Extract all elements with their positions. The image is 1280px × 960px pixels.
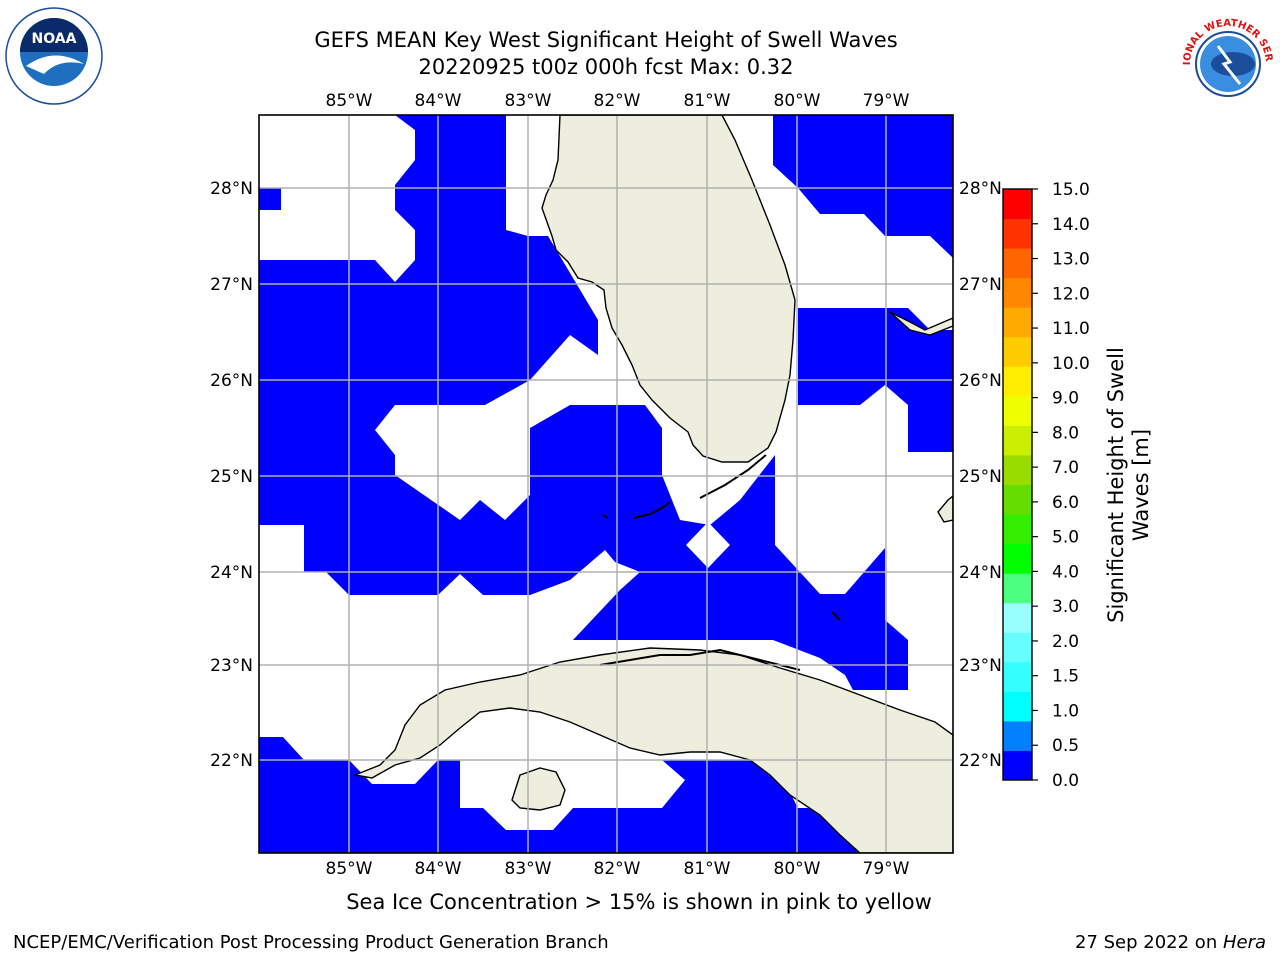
colorbar-tick-label: 0.0 [1052,771,1079,791]
colorbar-tick-label: 13.0 [1052,250,1090,270]
colorbar-tick-label: 2.0 [1052,632,1079,652]
lat-label-left: 24°N [210,563,253,583]
colorbar-tick-label: 0.5 [1052,736,1079,756]
footer-host: Hera [1222,932,1266,953]
keys-islands [599,454,841,671]
lat-label-left: 26°N [210,371,253,391]
noaa-logo-text: NOAA [32,31,77,47]
colorbar-tick-label: 11.0 [1052,319,1090,339]
lat-label-right: 23°N [959,656,1002,676]
colorbar-segment [1003,514,1032,545]
lat-label-right: 26°N [959,371,1002,391]
colorbar-tick-label: 12.0 [1052,284,1090,304]
lon-label-top: 84°W [415,91,462,111]
grand-bahama [889,311,953,336]
colorbar-segment [1003,395,1032,426]
colorbar-frame [1002,188,1033,781]
footer-date-text: 27 Sep 2022 on [1075,932,1223,953]
colorbar-tick-label: 1.5 [1052,667,1079,687]
lat-label-right: 22°N [959,751,1002,771]
colorbar-tick-label: 9.0 [1052,389,1079,409]
colorbar-segment [1003,602,1032,633]
colorbar-segment [1003,425,1032,456]
colorbar-label: Significant Height of Swell Waves [m] [1104,347,1153,623]
colorbar-segment [1003,720,1032,751]
sea-ice-note: Sea Ice Concentration > 15% is shown in … [346,890,932,914]
lon-label-top: 83°W [505,91,552,111]
lat-label-right: 28°N [959,179,1002,199]
longitude-labels-bottom: 85°W 84°W 83°W 82°W 81°W 80°W 79°W [326,859,910,879]
latitude-labels-right: 28°N 27°N 26°N 25°N 24°N 23°N 22°N [959,179,1002,771]
colorbar-tick-label: 6.0 [1052,493,1079,513]
colorbar-tick-label: 15.0 [1052,180,1090,200]
lat-label-left: 22°N [210,751,253,771]
lat-label-left: 28°N [210,179,253,199]
noaa-logo: NOAA [5,7,103,105]
nws-logo: NATIONAL WEATHER SERVICE [1178,14,1276,112]
colorbar-segment [1003,248,1032,279]
colorbar-segment [1003,277,1032,308]
colorbar-segment [1003,218,1032,249]
colorbar-tick-label: 3.0 [1052,597,1079,617]
colorbar-tick-label: 8.0 [1052,423,1079,443]
lon-label-top: 80°W [774,91,821,111]
swell-field [259,115,953,853]
colorbar-tick-label: 10.0 [1052,354,1090,374]
lon-label-bottom: 83°W [505,859,552,879]
lon-label-top: 79°W [863,91,910,111]
graticule [259,115,953,853]
colorbar-segment [1003,573,1032,604]
lat-label-right: 25°N [959,467,1002,487]
lat-label-left: 25°N [210,467,253,487]
florida-peninsula [541,115,796,463]
map-frame [258,114,954,854]
colorbar-tick-label: 1.0 [1052,701,1079,721]
lon-label-top: 85°W [326,91,373,111]
chart-title: GEFS MEAN Key West Significant Height of… [314,28,898,52]
colorbar-segment [1003,307,1032,338]
longitude-labels-top: 85°W 84°W 83°W 82°W 81°W 80°W 79°W [326,91,910,111]
colorbar-segment [1003,336,1032,367]
chart-subtitle: 20220925 t00z 000h fcst Max: 0.32 [418,55,794,79]
colorbar-segment [1003,366,1032,397]
lon-label-bottom: 82°W [594,859,641,879]
lon-label-top: 81°W [684,91,731,111]
colorbar-segment [1003,750,1032,781]
bahamas-andros [937,495,953,523]
latitude-labels-left: 28°N 27°N 26°N 25°N 24°N 23°N 22°N [210,179,253,771]
colorbar-segment [1003,189,1032,220]
colorbar-segment [1003,484,1032,515]
colorbar-segment [1003,661,1032,692]
colorbar-segment [1003,632,1032,663]
lon-label-top: 82°W [594,91,641,111]
colorbar: 15.0 14.0 13.0 12.0 11.0 10.0 9.0 8.0 7.0 6.0 5.0 4… [1002,180,1090,791]
colorbar-segment [1003,454,1032,485]
colorbar-tick-label: 4.0 [1052,562,1079,582]
lon-label-bottom: 80°W [774,859,821,879]
footer-date: 27 Sep 2022 on Hera [1075,932,1266,953]
lat-label-right: 27°N [959,275,1002,295]
lat-label-left: 23°N [210,656,253,676]
land-masses [352,115,953,853]
cuba [352,647,953,853]
lon-label-bottom: 85°W [326,859,373,879]
isle-of-youth [511,767,566,811]
colorbar-segment [1003,543,1032,574]
colorbar-segment [1003,691,1032,722]
lat-label-left: 27°N [210,275,253,295]
colorbar-tick-label: 14.0 [1052,215,1090,235]
lon-label-bottom: 79°W [863,859,910,879]
footer-credit: NCEP/EMC/Verification Post Processing Pr… [13,932,609,953]
lat-label-right: 24°N [959,563,1002,583]
lon-label-bottom: 81°W [684,859,731,879]
colorbar-tick-label: 7.0 [1052,458,1079,478]
lon-label-bottom: 84°W [415,859,462,879]
colorbar-tick-label: 5.0 [1052,528,1079,548]
